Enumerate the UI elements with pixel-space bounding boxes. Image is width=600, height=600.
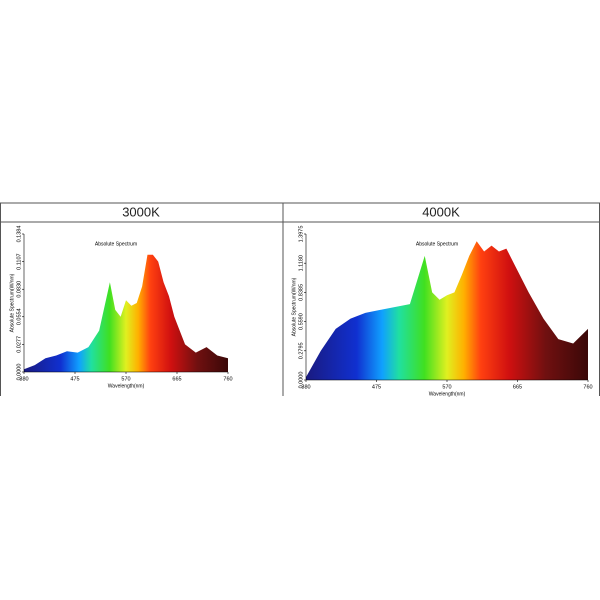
chart: Absolute Spectrum Absolute Spectrum(W/nm)… [291,226,592,398]
chart-title: Absolute Spectrum [95,241,137,247]
spectrum-area [306,241,588,380]
y-tick-label: 0.0000 [298,372,304,389]
x-tick-label: 570 [442,384,451,390]
y-axis-label: Absolute Spectrum(W/nm) [9,273,15,332]
column-header: 3000K [122,204,160,219]
x-tick-label: 380 [19,376,28,382]
y-tick-label: 0.8385 [298,284,304,301]
chart: Absolute Spectrum Absolute Spectrum(W/nm)… [9,226,232,390]
column-header: 4000K [422,204,460,219]
x-tick-label: 760 [223,376,232,382]
y-tick-label: 0.0830 [16,281,22,298]
y-tick-label: 0.0000 [16,364,22,381]
x-tick-label: 665 [172,376,181,382]
chart-title: Absolute Spectrum [416,241,458,247]
y-tick-label: 0.0277 [16,336,22,353]
x-tick-label: 665 [513,384,522,390]
y-tick-label: 0.1384 [16,226,22,243]
y-tick-label: 0.0554 [16,308,22,325]
y-tick-label: 0.2795 [298,342,304,359]
x-tick-label: 380 [301,384,310,390]
y-tick-label: 1.1180 [298,255,304,271]
x-tick-label: 475 [70,376,79,382]
spectrum-area [24,254,228,372]
x-axis-label: Wavelength(nm) [108,383,145,389]
y-tick-label: 1.3975 [298,226,304,243]
y-tick-label: 0.5590 [298,313,304,330]
y-tick-label: 0.1107 [16,253,22,269]
y-axis-label: Absolute Spectrum(W/nm) [291,277,297,336]
x-tick-label: 570 [121,376,130,382]
x-axis-label: Wavelength(nm) [429,391,466,397]
x-tick-label: 475 [372,384,381,390]
x-tick-label: 760 [583,384,592,390]
